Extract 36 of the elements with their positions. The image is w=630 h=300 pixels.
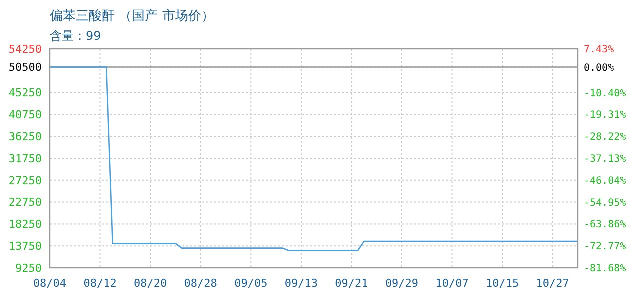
y2-tick-label: 0.00%: [584, 62, 614, 74]
y-tick-label: 31750: [8, 152, 42, 166]
x-tick-label: 09/29: [385, 277, 419, 290]
y-tick-label: 45250: [8, 86, 42, 100]
y2-tick-label: -37.13%: [584, 154, 626, 166]
y2-tick-label: -46.04%: [584, 176, 626, 187]
x-tick-label: 09/05: [234, 277, 268, 290]
y-tick-label: 54250: [8, 42, 42, 56]
x-tick-label: 08/12: [84, 277, 117, 290]
x-tick-label: 08/04: [33, 277, 67, 290]
x-tick-label: 10/07: [436, 277, 469, 290]
x-tick-label: 08/28: [184, 277, 218, 290]
x-tick-label: 10/27: [536, 277, 570, 290]
y-tick-label: 36250: [8, 130, 42, 144]
y2-tick-label: -19.31%: [584, 110, 626, 122]
y2-tick-label: -28.22%: [584, 132, 626, 144]
y2-tick-label: -54.95%: [584, 198, 626, 209]
chart-subtitle: 含量：99: [50, 29, 102, 43]
y2-tick-label: 7.43%: [584, 44, 614, 56]
line-series: [49, 66, 579, 252]
x-tick-label: 09/21: [335, 277, 368, 290]
y-tick-label: 27250: [8, 174, 42, 188]
y-tick-label: 13750: [8, 240, 42, 253]
x-tick-label: 08/20: [134, 277, 168, 290]
y2-tick-label: -10.40%: [584, 88, 626, 100]
y2-tick-label: -63.86%: [584, 220, 626, 231]
x-tick-label: 10/15: [486, 277, 520, 290]
y-tick-label: 40750: [8, 108, 42, 122]
y2-tick-label: -81.68%: [584, 264, 626, 274]
y-tick-label: 18250: [8, 218, 42, 232]
chart-title: 偏苯三酸酐 （国产 市场价）: [50, 9, 214, 24]
y-tick-label: 22750: [8, 196, 42, 210]
y-tick-label: 9250: [16, 262, 42, 275]
y-tick-label: 50500: [8, 61, 42, 74]
y2-tick-label: -72.77%: [584, 242, 626, 253]
x-tick-label: 09/13: [284, 277, 318, 290]
